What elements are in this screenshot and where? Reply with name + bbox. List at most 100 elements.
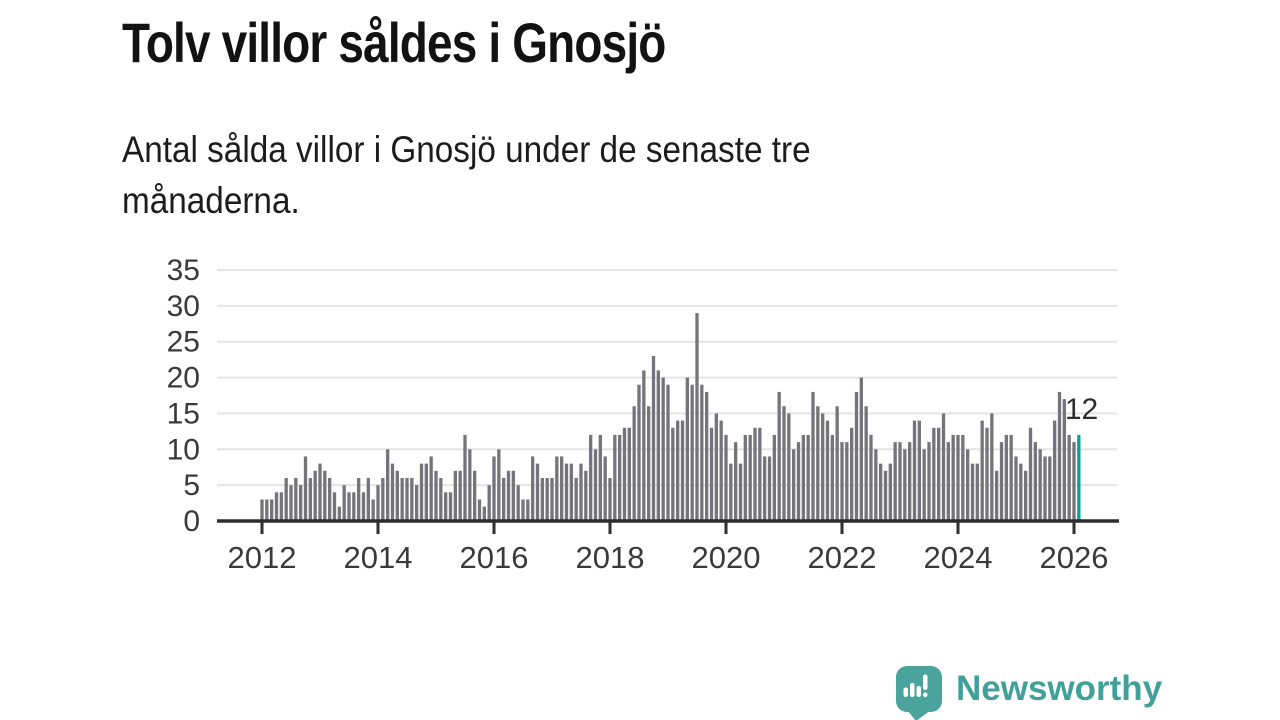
bar [738,463,743,521]
bar [531,456,535,521]
bar [656,370,660,521]
bar [545,477,549,521]
bar [289,485,293,521]
bar [661,377,665,521]
bar [767,456,772,521]
page-title: Tolv villor såldes i Gnosjö [122,11,666,74]
bar [946,442,950,521]
bar [700,384,704,521]
bar [685,377,689,521]
bar [463,434,467,521]
bar [395,470,399,521]
bar [980,420,984,521]
bar [951,434,955,521]
bar [569,463,573,521]
bar [705,391,709,521]
bar [376,485,380,521]
bar [917,420,921,521]
bar [608,477,612,521]
x-tick-label: 2018 [576,540,645,575]
bar [1014,456,1018,521]
bar [922,449,926,521]
bar [753,427,757,521]
y-tick-label: 15 [167,397,200,430]
bar [618,434,622,521]
bar [816,406,820,521]
bar [361,492,366,521]
bar [830,434,834,521]
bar [854,391,859,521]
x-tick-label: 2016 [460,540,529,575]
bar [482,506,486,521]
bar [424,463,428,521]
x-tick-label: 2024 [924,540,993,575]
bar [680,420,685,521]
bar [666,384,670,521]
y-tick-label: 20 [167,362,200,395]
bar [603,456,607,521]
bar [1072,442,1076,521]
bar [647,406,651,521]
bar [593,449,598,521]
bar [879,463,883,521]
bar [1038,449,1042,521]
bar [835,406,839,521]
bar [637,384,641,521]
y-tick-label: 30 [167,290,200,323]
logo-bar-2 [910,683,915,697]
bar [869,434,873,521]
bar [961,434,965,521]
bar [821,413,825,521]
logo-bubble-tail [907,710,931,720]
bar [540,477,544,521]
bar [468,449,472,521]
bar [825,420,830,521]
bar [937,427,941,521]
bar [323,470,327,521]
bar [419,463,424,521]
bar [898,442,902,521]
bar [743,434,747,521]
subtitle-line-2: månaderna. [122,180,300,221]
bar [458,470,462,521]
bar [473,470,477,521]
bar [511,470,515,521]
bar [1028,427,1033,521]
bar [908,442,912,521]
bar [975,463,979,521]
bar [642,370,646,521]
bar [357,477,361,521]
bar [912,420,917,521]
bar [502,477,506,521]
bar [1048,456,1052,521]
bar [932,427,936,521]
bar [985,427,989,521]
bar [492,456,496,521]
bar [318,463,322,521]
accent-bar [1077,434,1081,521]
bar [299,485,303,521]
bar [506,470,511,521]
bar [1053,420,1057,521]
bar [274,492,279,521]
x-tick-label: 2020 [692,540,761,575]
bar [371,499,375,521]
bar [777,391,781,521]
x-tick-label: 2012 [228,540,297,575]
bar [806,434,810,521]
bar [1067,434,1071,521]
bar [734,442,738,521]
bar [690,384,694,521]
bar [1019,463,1023,521]
bar [574,477,578,521]
bar [709,427,714,521]
bar [405,477,409,521]
bar [840,442,844,521]
brand-wordmark: Newsworthy [956,669,1163,708]
bar [555,456,559,521]
bar [328,477,332,521]
bar [415,485,419,521]
bar [893,442,897,521]
bar [990,413,994,521]
